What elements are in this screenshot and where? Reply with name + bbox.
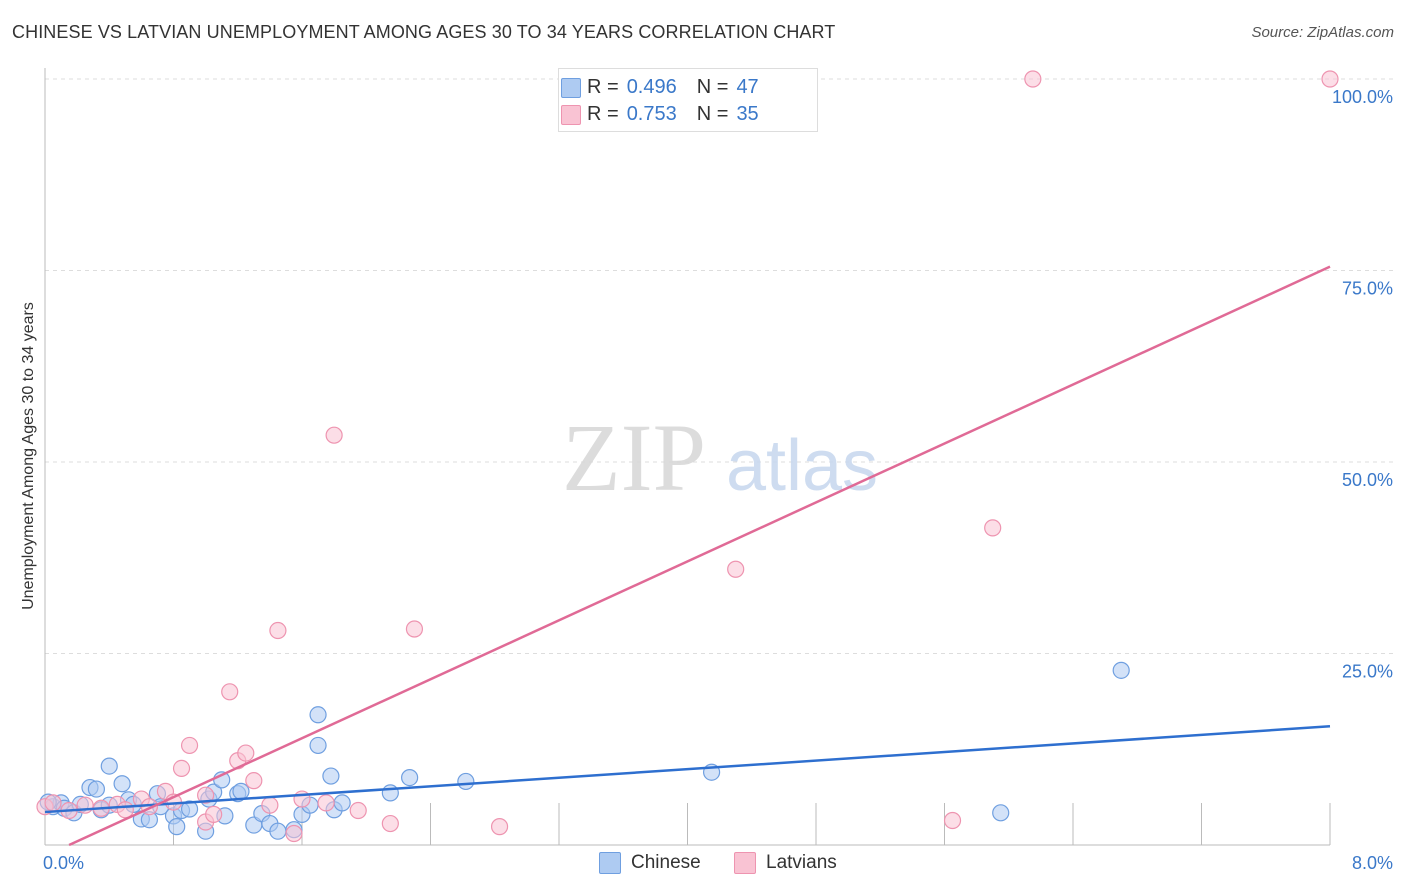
latvian-point [984, 519, 1002, 537]
chinese-point [457, 772, 475, 791]
chinese-point [232, 782, 250, 800]
chart-title: CHINESE VS LATVIAN UNEMPLOYMENT AMONG AG… [12, 22, 836, 42]
latvian-point [221, 683, 239, 701]
legend-n-label: N = [696, 75, 729, 98]
chinese-point [401, 768, 419, 787]
chinese-point [322, 767, 340, 785]
chinese-point [992, 804, 1010, 822]
legend-swatch-latvians [561, 105, 581, 125]
y-tick-label: 100.0% [1332, 87, 1393, 107]
latvian-point [180, 736, 199, 755]
stats-legend: R = 0.496 N = 47 R = 0.753 N = 35 [558, 68, 818, 132]
chinese-point [333, 794, 351, 812]
chinese-point [100, 757, 118, 775]
latvian-point [349, 801, 367, 820]
legend-r-value: 0.496 [626, 75, 677, 98]
latvian-point [325, 426, 343, 444]
chinese-point [1112, 661, 1130, 679]
watermark-zip: ZIP [562, 404, 706, 511]
x-tick-label: 0.0% [43, 853, 84, 873]
y-tick-label: 75.0% [1342, 279, 1393, 299]
legend-n-value: 47 [736, 75, 759, 98]
legend-swatch-chinese [599, 852, 621, 874]
legend-r-label: R = [587, 75, 619, 98]
legend-label-latvians: Latvians [766, 852, 837, 873]
latvian-point [44, 794, 62, 812]
latvian-point [269, 621, 287, 640]
legend-r-value: 0.753 [626, 102, 677, 125]
chinese-point [113, 775, 131, 793]
legend-r-label: R = [587, 102, 619, 125]
grid-lines [44, 68, 1395, 846]
legend-swatch-latvians [734, 852, 756, 874]
source-label: Source: ZipAtlas.com [1251, 24, 1394, 41]
latvian-point [237, 744, 255, 762]
latvian-point [405, 620, 424, 638]
x-tick-label: 8.0% [1352, 853, 1393, 873]
trend-lines [44, 265, 1331, 847]
latvian-point [245, 772, 263, 790]
latvian-point [727, 560, 745, 578]
latvian-point [172, 759, 191, 778]
latvian-point [943, 811, 962, 830]
y-tick-label: 25.0% [1342, 662, 1393, 682]
tick-labels: 100.0% 75.0% 50.0% 25.0% 0.0% 8.0% [43, 87, 1393, 873]
chinese-point [87, 780, 106, 798]
latvian-point [1321, 70, 1339, 88]
series-legend: Chinese Latvians [0, 852, 1406, 876]
latvian-point [317, 794, 335, 812]
chinese-point [381, 784, 399, 802]
latvian-point [205, 805, 223, 823]
chinese-point [180, 800, 199, 818]
latvian-point [381, 814, 399, 833]
latvian-point [261, 796, 279, 814]
latvian-point [285, 824, 303, 843]
latvian-point [197, 786, 215, 804]
chinese-trend-line [44, 725, 1331, 814]
legend-swatch-chinese [561, 78, 581, 98]
latvian-trend-line [68, 265, 1331, 847]
latvian-point [490, 818, 509, 836]
chinese-point [309, 706, 327, 724]
legend-row-latvians: R = 0.753 N = 35 [561, 102, 759, 126]
legend-item-latvians: Latvians [734, 852, 837, 874]
legend-row-chinese: R = 0.496 N = 47 [561, 75, 759, 99]
chinese-point [168, 818, 186, 836]
chinese-point [309, 736, 327, 755]
legend-label-chinese: Chinese [631, 852, 701, 873]
legend-n-label: N = [696, 102, 729, 125]
watermark-atlas: atlas [726, 426, 878, 506]
latvian-point [1024, 70, 1042, 88]
legend-n-value: 35 [736, 102, 759, 125]
chinese-point [269, 822, 287, 840]
y-tick-label: 50.0% [1342, 470, 1393, 490]
legend-item-chinese: Chinese [599, 852, 701, 874]
